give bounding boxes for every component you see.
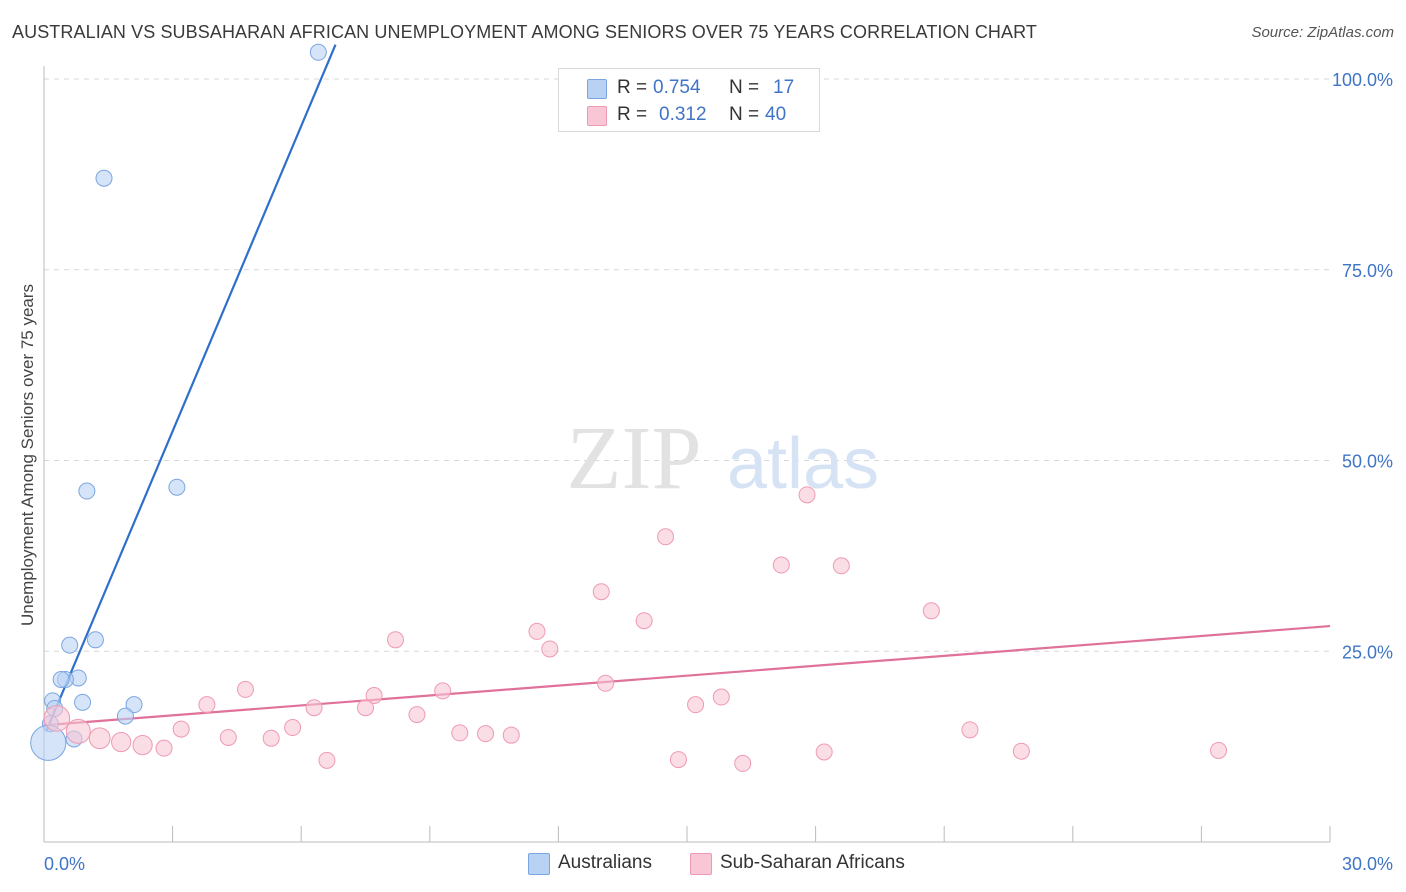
data-point-subsaharan	[451, 724, 469, 742]
tick-label-layer: 25.0% 50.0% 75.0% 100.0% 0.0% 30.0%	[44, 70, 1393, 874]
bottom-legend-swatch-australians	[528, 853, 550, 875]
data-point-australians	[74, 693, 92, 711]
data-point-subsaharan	[961, 721, 979, 739]
source-credit: Source: ZipAtlas.com	[1251, 24, 1394, 41]
legend-r-value-australians: 0.754	[653, 77, 701, 98]
data-point-australians	[309, 43, 327, 61]
legend-n-value-subsaharan: 40	[765, 104, 787, 125]
data-point-subsaharan	[155, 739, 173, 757]
data-point-subsaharan	[132, 734, 153, 756]
data-point-subsaharan	[1210, 741, 1228, 759]
data-point-subsaharan	[43, 705, 71, 732]
data-point-australians	[86, 631, 104, 649]
legend-n-value-australians: 17	[773, 77, 795, 98]
data-point-australians	[52, 670, 70, 688]
data-point-subsaharan	[477, 725, 495, 743]
bottom-legend-label-subsaharan: Sub-Saharan Africans	[720, 852, 905, 873]
legend-n-label: N =	[729, 104, 760, 125]
data-point-subsaharan	[687, 696, 705, 714]
watermark-zip: ZIP	[567, 409, 702, 508]
data-point-subsaharan	[88, 727, 111, 750]
data-point-subsaharan	[236, 680, 254, 698]
data-point-subsaharan	[387, 631, 405, 649]
trend-layer	[43, 44, 1331, 732]
data-point-subsaharan	[65, 718, 91, 744]
data-point-subsaharan	[284, 719, 302, 737]
y-tick-label-50: 50.0%	[1342, 452, 1393, 472]
data-point-subsaharan	[712, 688, 730, 706]
data-point-subsaharan	[597, 674, 615, 692]
data-point-australians	[125, 696, 143, 714]
data-point-subsaharan	[262, 729, 280, 747]
points-layer	[30, 43, 1228, 772]
data-point-subsaharan	[635, 612, 653, 630]
data-point-australians	[116, 707, 134, 725]
grid-layer	[44, 78, 1330, 652]
data-point-subsaharan	[111, 731, 132, 753]
data-point-subsaharan	[734, 754, 752, 772]
data-point-subsaharan	[815, 743, 833, 761]
bottom-legend-label-australians: Australians	[558, 852, 652, 873]
data-point-subsaharan	[365, 687, 383, 705]
data-point-subsaharan	[922, 602, 940, 620]
data-point-subsaharan	[219, 728, 237, 746]
data-point-subsaharan	[657, 528, 675, 546]
legend-swatch-australians	[587, 79, 607, 99]
data-point-subsaharan	[198, 696, 216, 714]
data-point-subsaharan	[357, 699, 374, 717]
data-point-subsaharan	[528, 622, 546, 640]
y-tick-label-25: 25.0%	[1342, 642, 1393, 662]
legend-swatch-subsaharan	[587, 106, 607, 126]
x-tick-label-end: 30.0%	[1342, 854, 1393, 874]
legend-r-label: R =	[617, 77, 648, 98]
data-point-subsaharan	[541, 640, 559, 658]
y-tick-label-75: 75.0%	[1342, 261, 1393, 281]
watermark: ZIP atlas	[567, 409, 880, 508]
x-tick-label-start: 0.0%	[44, 854, 85, 874]
data-point-subsaharan	[408, 706, 426, 724]
data-point-subsaharan	[172, 720, 190, 738]
data-point-subsaharan	[669, 751, 687, 769]
data-point-australians	[78, 482, 96, 500]
legend-r-value-subsaharan: 0.312	[659, 104, 707, 125]
data-point-subsaharan	[1012, 742, 1030, 760]
data-point-subsaharan	[434, 682, 452, 700]
trend-line-australians	[45, 44, 337, 732]
data-point-subsaharan	[832, 557, 850, 575]
data-point-australians	[61, 636, 79, 654]
data-point-australians	[168, 478, 186, 496]
bottom-legend-swatch-subsaharan	[690, 853, 712, 875]
y-tick-label-100: 100.0%	[1332, 70, 1393, 90]
correlation-legend: R = 0.754 N = 17 R = 0.312 N = 40	[558, 68, 820, 132]
chart-title: AUSTRALIAN VS SUBSAHARAN AFRICAN UNEMPLO…	[12, 22, 1037, 42]
data-point-subsaharan	[798, 486, 816, 504]
axis-layer	[43, 66, 1331, 843]
legend-n-label: N =	[729, 77, 760, 98]
data-point-subsaharan	[318, 751, 336, 769]
data-point-subsaharan	[772, 556, 790, 574]
data-point-subsaharan	[592, 583, 610, 601]
data-point-australians	[95, 169, 113, 187]
data-point-subsaharan	[305, 699, 323, 717]
data-point-subsaharan	[502, 726, 520, 744]
legend-r-label: R =	[617, 104, 648, 125]
trend-line-subsaharan	[43, 624, 1331, 727]
